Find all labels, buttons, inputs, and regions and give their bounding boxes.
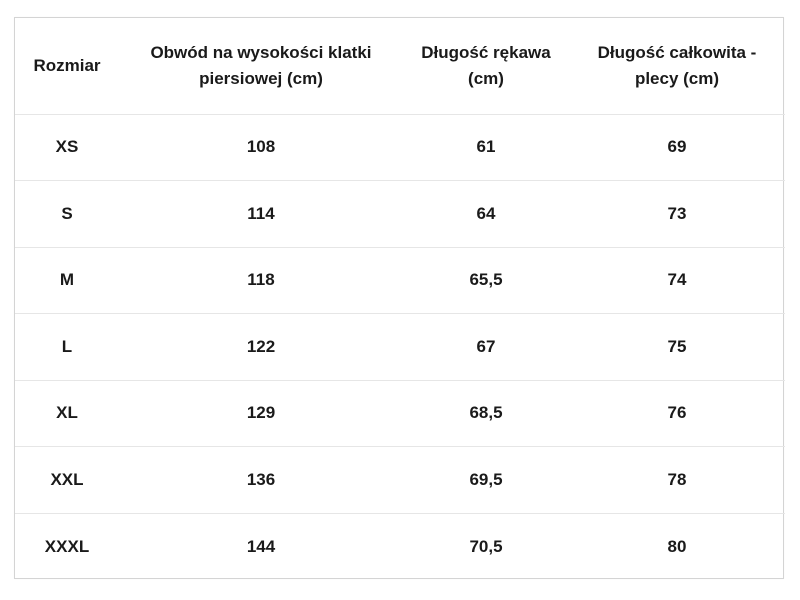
cell-chest: 144: [246, 536, 276, 556]
table-row: XXL 136 69,5 78: [15, 446, 785, 514]
cell-back-length: 76: [667, 403, 687, 423]
cell-sleeve: 61: [476, 137, 496, 157]
cell-chest: 108: [246, 137, 276, 157]
cell-chest: 114: [247, 203, 275, 223]
cell-size: XL: [56, 403, 78, 423]
size-chart-table: Rozmiar Obwód na wysokości klatki piersi…: [14, 17, 785, 580]
cell-back-length: 74: [667, 270, 687, 290]
table-row: XL 129 68,5 76: [15, 380, 785, 447]
cell-chest: 136: [246, 469, 276, 489]
table-row: XS 108 61 69: [15, 114, 785, 181]
cell-chest: 129: [246, 403, 276, 423]
header-size: Rozmiar: [33, 55, 101, 75]
cell-back-length: 80: [667, 536, 687, 556]
cell-size: XXXL: [44, 536, 90, 556]
cell-back-length: 69: [667, 137, 687, 157]
cell-size: L: [61, 336, 73, 356]
cell-sleeve: 65,5: [469, 270, 503, 290]
header-total-back-length: Długość całkowita - plecy (cm): [597, 42, 757, 88]
cell-size: S: [61, 203, 73, 223]
cell-sleeve: 70,5: [469, 536, 503, 556]
cell-back-length: 75: [667, 336, 687, 356]
cell-size: M: [59, 270, 75, 290]
cell-chest: 118: [247, 270, 275, 290]
table-header: Rozmiar Obwód na wysokości klatki piersi…: [15, 18, 785, 114]
cell-back-length: 78: [667, 469, 687, 489]
cell-sleeve: 68,5: [469, 403, 503, 423]
cell-chest: 122: [246, 336, 276, 356]
header-chest-circumference: Obwód na wysokości klatki piersiowej (cm…: [150, 42, 372, 88]
header-sleeve-length: Długość rękawa (cm): [421, 42, 551, 88]
cell-back-length: 73: [667, 203, 687, 223]
header-row: Rozmiar Obwód na wysokości klatki piersi…: [15, 18, 785, 114]
table-row: M 118 65,5 74: [15, 247, 785, 314]
cell-sleeve: 67: [476, 336, 496, 356]
size-table: Rozmiar Obwód na wysokości klatki piersi…: [15, 18, 785, 580]
table-row: XXXL 144 70,5 80: [15, 513, 785, 580]
cell-sleeve: 64: [476, 203, 496, 223]
table-row: S 114 64 73: [15, 180, 785, 248]
table-body: XS 108 61 69 S 114 64 73 M 118 65,5 74 L…: [15, 114, 785, 580]
table-row: L 122 67 75: [15, 313, 785, 381]
cell-size: XS: [55, 137, 79, 157]
cell-size: XXL: [50, 469, 84, 489]
cell-sleeve: 69,5: [469, 469, 503, 489]
